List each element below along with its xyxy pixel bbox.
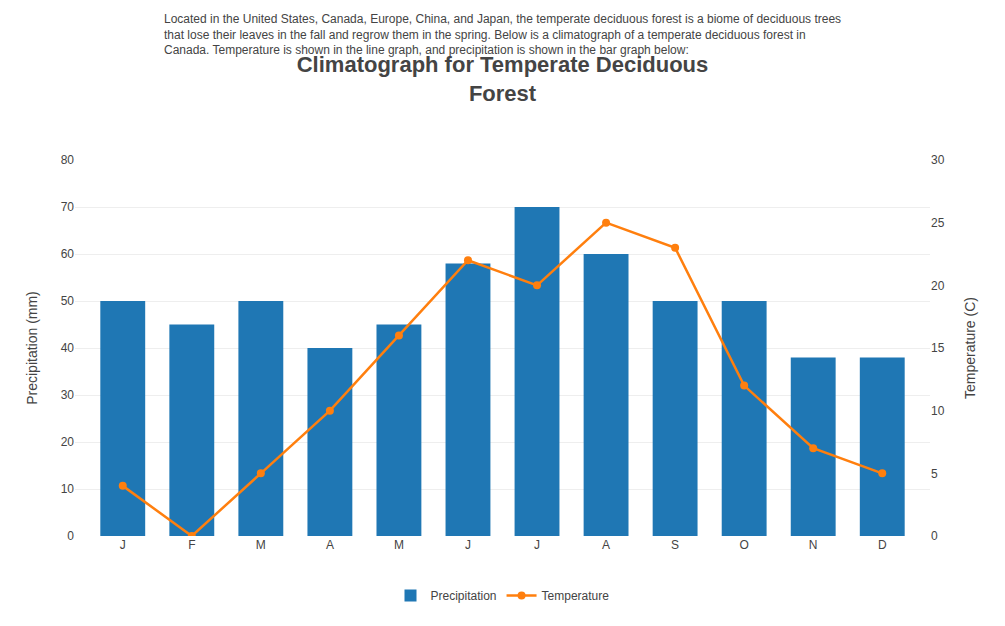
- svg-text:F: F: [188, 538, 195, 552]
- svg-text:N: N: [809, 538, 818, 552]
- svg-text:Temperature: Temperature: [542, 589, 610, 603]
- svg-text:Precipitation: Precipitation: [431, 589, 497, 603]
- svg-text:S: S: [671, 538, 679, 552]
- svg-text:60: 60: [61, 247, 75, 261]
- svg-text:Precipitation (mm): Precipitation (mm): [24, 291, 40, 405]
- svg-text:10: 10: [931, 404, 945, 418]
- svg-text:M: M: [394, 538, 404, 552]
- svg-text:D: D: [878, 538, 887, 552]
- svg-text:10: 10: [61, 482, 75, 496]
- svg-text:40: 40: [61, 341, 75, 355]
- svg-text:0: 0: [67, 529, 74, 543]
- svg-text:20: 20: [931, 279, 945, 293]
- svg-text:J: J: [534, 538, 540, 552]
- svg-text:A: A: [326, 538, 334, 552]
- svg-text:5: 5: [931, 467, 938, 481]
- svg-text:70: 70: [61, 200, 75, 214]
- svg-text:0: 0: [931, 529, 938, 543]
- svg-text:30: 30: [61, 388, 75, 402]
- svg-text:30: 30: [931, 153, 945, 167]
- svg-text:A: A: [602, 538, 610, 552]
- svg-text:Temperature (C): Temperature (C): [962, 297, 978, 399]
- svg-text:80: 80: [61, 153, 75, 167]
- svg-text:Located in the United States,: Located in the United States, Canada, Eu…: [164, 12, 841, 57]
- svg-text:M: M: [256, 538, 266, 552]
- svg-text:50: 50: [61, 294, 75, 308]
- svg-text:J: J: [120, 538, 126, 552]
- svg-text:20: 20: [61, 435, 75, 449]
- svg-text:15: 15: [931, 341, 945, 355]
- svg-text:25: 25: [931, 216, 945, 230]
- svg-text:Climatograph for Temperate Dec: Climatograph for Temperate DeciduousFore…: [297, 52, 709, 106]
- svg-text:O: O: [739, 538, 748, 552]
- svg-text:J: J: [465, 538, 471, 552]
